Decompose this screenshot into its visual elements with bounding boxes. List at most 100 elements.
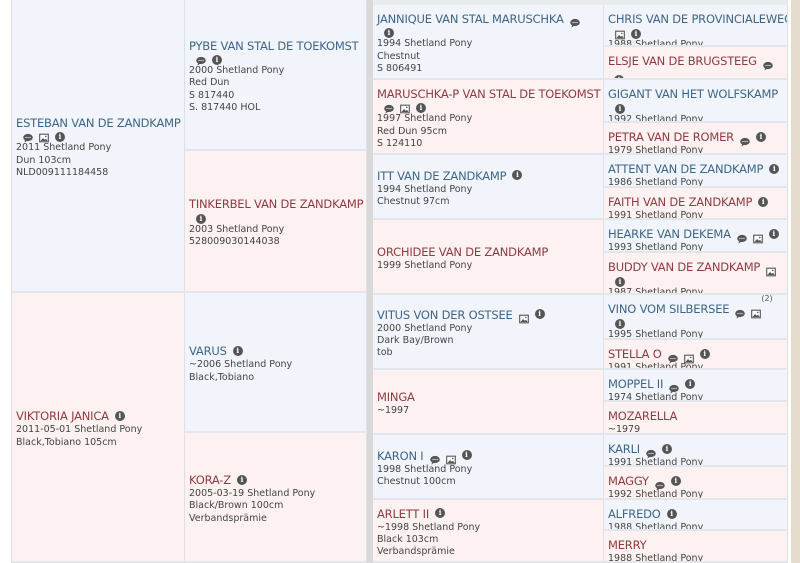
comment-icon[interactable]	[740, 132, 750, 146]
horse-name-link[interactable]: MINGA	[377, 389, 415, 404]
name-row: GIGANT VAN HET WOLFSKAMP	[608, 83, 783, 102]
comment-icon[interactable]	[23, 132, 33, 143]
horse-name-link[interactable]: ELSJE VAN DE BRUGSTEEG	[608, 54, 757, 68]
horse-name-link[interactable]: BUDDY VAN DE ZANDKAMP	[608, 260, 761, 274]
gen4-dam-cell: MAGGY i 1992 Shetland Pony	[604, 467, 788, 500]
horse-detail: 1991 Shetland Pony	[608, 362, 704, 370]
horse-name-link[interactable]: ORCHIDEE VAN DE ZANDKAMP	[377, 244, 549, 259]
gen4-sire-cell: ATTENT VAN DE ZANDKAMP i 1986 Shetland Pon…	[604, 155, 788, 188]
horse-name-link[interactable]: MAGGY	[608, 474, 649, 488]
comment-icon[interactable]	[429, 450, 440, 465]
info-icon[interactable]: i	[758, 196, 769, 207]
info-icon[interactable]: i	[534, 309, 545, 320]
horse-name-link[interactable]: TINKERBEL VAN DE ZANDKAMP	[189, 197, 364, 212]
photo-icon[interactable]	[518, 309, 529, 324]
info-icon[interactable]: i	[768, 228, 779, 239]
photo-icon[interactable]	[445, 450, 456, 465]
info-icon[interactable]: i	[236, 474, 247, 485]
comment-icon[interactable]	[384, 103, 394, 114]
photo-icon[interactable]	[400, 103, 410, 114]
gen4-sire-cell: KARLI i 1991 Shetland Pony	[604, 435, 788, 467]
info-icon[interactable]: i	[670, 475, 681, 486]
gen4-sire-cell: HEARKE VAN DEKEMA i 1993 Shetland Pony	[604, 220, 788, 253]
right-frame	[788, 0, 800, 563]
info-icon[interactable]: i	[435, 508, 446, 519]
horse-detail: 1988 Shetland Pony	[608, 553, 704, 563]
info-icon[interactable]: i	[769, 163, 780, 174]
info-icon[interactable]: i	[755, 131, 766, 142]
photo-icon[interactable]	[766, 262, 777, 276]
horse-detail: NLD009111184458	[16, 166, 109, 178]
comment-icon[interactable]	[196, 55, 206, 66]
name-row: ESTEBAN VAN DE ZANDKAMP	[16, 112, 181, 131]
info-icon[interactable]: i	[114, 410, 125, 421]
horse-name-link[interactable]: HEARKE VAN DEKEMA	[608, 227, 731, 241]
comment-icon[interactable]	[737, 229, 747, 243]
horse-name-link[interactable]: KARLI	[608, 442, 640, 456]
horse-name-link[interactable]: PETRA VAN DE ROMER	[608, 130, 734, 144]
horse-name-link[interactable]: VINO VOM SILBERSEE	[608, 302, 730, 316]
name-row: MAGGY i	[608, 470, 783, 490]
horse-name-link[interactable]: VITUS VON DER OSTSEE	[377, 307, 513, 322]
horse-name-link[interactable]: CHRIS VAN DE PROVINCIALEWEG	[608, 12, 788, 26]
info-icon[interactable]: i	[512, 170, 523, 181]
comment-icon[interactable]	[763, 56, 773, 70]
info-icon[interactable]: i	[232, 345, 243, 356]
comment-icon[interactable]	[669, 379, 679, 393]
info-icon[interactable]: i	[416, 103, 426, 114]
comment-icon[interactable]	[667, 349, 678, 363]
horse-name-link[interactable]: ARLETT II	[377, 506, 430, 521]
gen4-dam-cell: MOZARELLA ~1979	[604, 402, 788, 435]
photo-icon[interactable]	[683, 349, 694, 363]
photo-icon[interactable]	[39, 132, 49, 143]
horse-name-link[interactable]: ESTEBAN VAN DE ZANDKAMP	[16, 115, 181, 130]
horse-name-link[interactable]: ALFREDO	[608, 507, 661, 521]
horse-name-link[interactable]: KORA-Z	[189, 473, 231, 488]
info-icon[interactable]: i	[212, 55, 222, 66]
horse-name-link[interactable]: MARUSCHKA-P VAN STAL DE TOEKOMST	[377, 86, 601, 101]
info-icon[interactable]: i	[685, 378, 696, 389]
horse-name-link[interactable]: ITT VAN DE ZANDKAMP	[377, 168, 507, 183]
horse-name-link[interactable]: ATTENT VAN DE ZANDKAMP	[608, 162, 764, 176]
comment-icon[interactable]	[735, 304, 746, 318]
info-icon[interactable]: i	[615, 103, 625, 114]
info-icon[interactable]: i	[615, 276, 625, 287]
gen4-dam-cell: PETRA VAN DE ROMER i 1979 Shetland Pony	[604, 123, 788, 155]
top-border	[373, 0, 789, 5]
name-row: JANNIQUE VAN STAL MARUSCHKA	[377, 8, 599, 28]
horse-name-link[interactable]: MOZARELLA	[608, 409, 678, 423]
photo-icon[interactable]	[751, 304, 762, 318]
horse-name-link[interactable]: KARON I	[377, 448, 424, 463]
horse-name-link[interactable]: VIKTORIA JANICA	[16, 409, 109, 424]
horse-detail: Black,Tobiano 105cm	[16, 436, 117, 448]
info-icon[interactable]: i	[384, 28, 394, 39]
info-icon[interactable]: i	[631, 28, 641, 39]
info-icon[interactable]: i	[615, 318, 625, 329]
comment-icon[interactable]	[655, 476, 665, 490]
info-icon[interactable]: i	[662, 443, 672, 454]
info-icon[interactable]: i	[55, 132, 65, 143]
comment-icon[interactable]	[569, 13, 580, 28]
horse-name-link[interactable]: PYBE VAN STAL DE TOEKOMST	[189, 38, 359, 53]
horse-name-link[interactable]: FAITH VAN DE ZANDKAMP	[608, 195, 753, 209]
horse-name-link[interactable]: VARUS	[189, 344, 227, 359]
comment-icon[interactable]	[646, 444, 656, 458]
name-row: ARLETT II i	[377, 503, 599, 522]
gen3-dam-cell: ARLETT II i ~1998 Shetland Pony Black 103cm…	[373, 500, 604, 563]
info-icon[interactable]: i	[666, 508, 677, 519]
photo-icon[interactable]	[752, 229, 763, 243]
info-icon[interactable]: i	[699, 348, 710, 359]
horse-detail: 1994 Shetland Pony	[377, 183, 473, 195]
horse-name-link[interactable]: MERRY	[608, 538, 647, 552]
info-icon[interactable]: i	[614, 74, 624, 78]
info-icon[interactable]: i	[196, 213, 206, 224]
gen4-dam-cell: BUDDY VAN DE ZANDKAMP i 1987 Shetland Pony	[604, 253, 788, 295]
horse-detail: 1986 Shetland Pony	[608, 177, 704, 188]
horse-name-link[interactable]: MOPPEL II	[608, 377, 664, 391]
horse-name-link[interactable]: JANNIQUE VAN STAL MARUSCHKA	[377, 11, 564, 26]
horse-name-link[interactable]: GIGANT VAN HET WOLFSKAMP	[608, 87, 779, 101]
horse-name-link[interactable]: STELLA O	[608, 347, 662, 361]
photo-icon[interactable]	[615, 29, 625, 39]
name-row: ELSJE VAN DE BRUGSTEEG i	[608, 50, 783, 78]
info-icon[interactable]: i	[461, 450, 472, 461]
